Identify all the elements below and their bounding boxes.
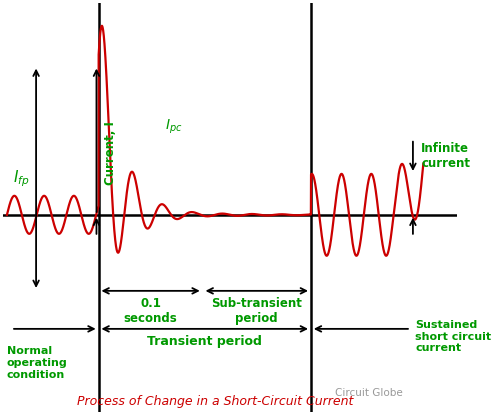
Text: $I_{fp}$: $I_{fp}$ <box>14 168 30 188</box>
Text: Sub-transient
period: Sub-transient period <box>212 297 302 325</box>
Text: $I_{pc}$: $I_{pc}$ <box>165 118 182 136</box>
Text: Infinite
current: Infinite current <box>422 142 470 170</box>
Text: Current, I: Current, I <box>104 122 117 186</box>
Text: Sustained
short circuit
current: Sustained short circuit current <box>415 320 491 353</box>
Text: 0.1
seconds: 0.1 seconds <box>124 297 178 325</box>
Text: Transient period: Transient period <box>148 335 262 348</box>
Text: Circuit Globe: Circuit Globe <box>335 388 402 398</box>
Text: Normal
operating
condition: Normal operating condition <box>7 347 68 380</box>
Text: Process of Change in a Short-Circuit Current: Process of Change in a Short-Circuit Cur… <box>77 395 353 408</box>
